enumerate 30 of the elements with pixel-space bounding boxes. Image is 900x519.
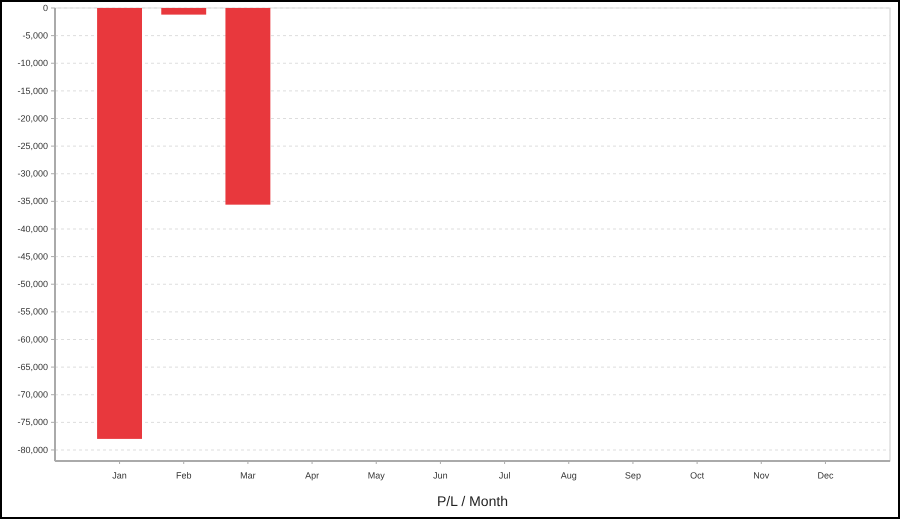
y-tick-label: -20,000 — [17, 113, 48, 124]
y-tick-label: -35,000 — [17, 196, 48, 206]
x-tick-label: Oct — [690, 470, 705, 481]
y-tick-label: -15,000 — [17, 86, 48, 96]
x-axis-title: P/L / Month — [436, 493, 508, 509]
y-tick-label: -30,000 — [17, 168, 48, 179]
y-tick-label: 0 — [42, 2, 48, 13]
y-tick-label: -65,000 — [17, 362, 48, 372]
y-tick-label: -55,000 — [17, 306, 48, 317]
x-tick-label: Sep — [624, 470, 641, 481]
y-tick-label: -80,000 — [17, 444, 48, 455]
y-tick-label: -50,000 — [17, 279, 48, 290]
x-tick-label: Apr — [305, 470, 320, 481]
y-tick-label: -60,000 — [17, 334, 48, 344]
x-tick-label: May — [368, 470, 386, 481]
y-tick-label: -45,000 — [17, 251, 48, 262]
x-tick-label: Jul — [498, 470, 510, 481]
y-tick-label: -75,000 — [17, 417, 48, 428]
y-tick-label: -10,000 — [17, 58, 48, 68]
x-tick-label: Jan — [112, 470, 127, 481]
x-tick-label: Mar — [240, 470, 256, 481]
x-tick-label: Aug — [560, 470, 577, 481]
y-tick-label: -70,000 — [17, 390, 48, 400]
y-tick-label: -40,000 — [17, 224, 48, 234]
x-tick-label: Feb — [176, 470, 192, 481]
y-tick-label: -5,000 — [22, 30, 48, 40]
x-tick-label: Dec — [817, 470, 834, 481]
y-tick-label: -25,000 — [17, 140, 48, 151]
x-tick-label: Nov — [753, 470, 770, 481]
x-tick-label: Jun — [433, 470, 448, 481]
